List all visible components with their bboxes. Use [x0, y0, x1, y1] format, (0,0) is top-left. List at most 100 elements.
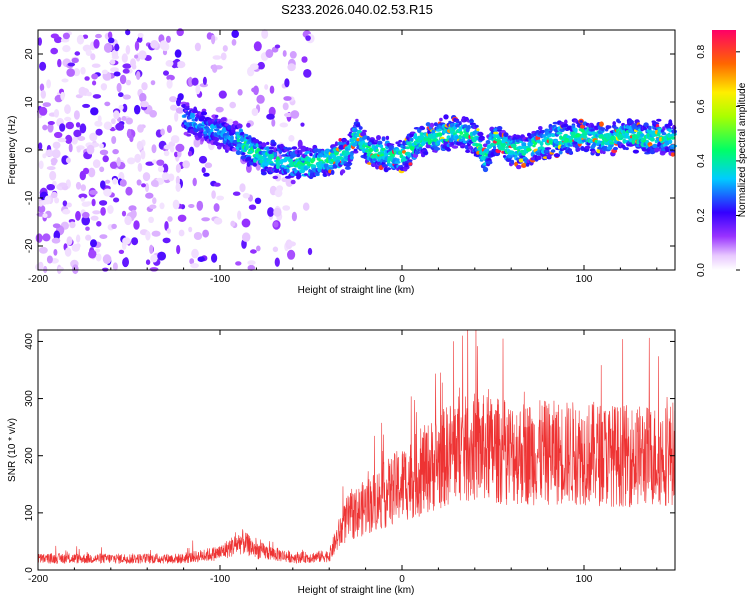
- spectrogram-cell: [101, 69, 108, 75]
- spectrogram-cell: [78, 193, 88, 199]
- spectrogram-ridge-cell: [386, 167, 392, 171]
- spectrogram-ridge-cell: [330, 169, 335, 175]
- spectrogram-cell: [261, 29, 269, 39]
- spectrogram-cell: [118, 249, 125, 254]
- spectrogram-cell: [91, 63, 101, 68]
- spectrogram-ridge-cell: [236, 138, 241, 143]
- spectrogram-ridge-cell: [358, 126, 363, 130]
- spectrogram-cell: [50, 191, 58, 199]
- spectrogram-ridge-cell: [606, 125, 612, 129]
- spectrogram-ridge-cell: [286, 168, 290, 173]
- spectrogram-ridge-cell: [467, 125, 471, 130]
- spectrogram-cell: [213, 182, 221, 187]
- spectrogram-cell: [192, 177, 197, 187]
- spectrogram-cell: [188, 204, 195, 208]
- spectrogram-cell: [291, 211, 297, 222]
- spectrogram-cell: [53, 249, 58, 256]
- spectrogram-cell: [202, 76, 207, 85]
- spectrogram-cell: [61, 78, 69, 83]
- spectrogram-ridge-cell: [375, 164, 379, 169]
- spectrogram-ridge-cell: [540, 129, 545, 134]
- snr-panel: -200 -100 0 100 0 100 200 300 400 Height of str…: [7, 329, 676, 596]
- spectrogram-cell: [206, 32, 213, 40]
- x-tick-label: -200: [28, 574, 48, 585]
- spectrogram-cell: [54, 131, 63, 139]
- spectrogram-cell: [248, 204, 257, 210]
- spectrogram-ridge-cell: [241, 152, 246, 156]
- spectrogram-cell: [145, 161, 154, 166]
- spectrogram-ridge-cell: [253, 139, 260, 144]
- spectrogram-ridge-cell: [269, 163, 276, 166]
- spectrogram-cell: [90, 53, 96, 61]
- spectrogram-cell: [96, 221, 102, 227]
- spectrogram-cell: [133, 220, 140, 230]
- spectrogram-cell: [178, 229, 185, 237]
- spectrogram-cell: [196, 200, 204, 211]
- spectrogram-ridge-cell: [582, 135, 588, 139]
- spectrogram-cell: [53, 109, 60, 118]
- spectrogram-cell: [134, 40, 140, 51]
- spectrogram-ridge-cell: [584, 145, 591, 150]
- colorbar-tick-label: 0.0: [696, 263, 707, 277]
- spectrogram-ridge-cell: [226, 130, 230, 136]
- spectrogram-cell: [97, 115, 102, 123]
- spectrogram-ridge-cell: [273, 152, 277, 158]
- spectrogram-cell: [137, 124, 144, 133]
- spectrogram-cell: [82, 211, 90, 219]
- spectrogram-ridge-cell: [429, 122, 435, 128]
- spectrogram-cell: [118, 92, 124, 98]
- spectrogram-cell: [46, 255, 53, 264]
- spectrogram-cell: [65, 157, 71, 164]
- spectrogram-cell: [121, 116, 127, 121]
- spectrogram-cell: [176, 61, 186, 69]
- spectrogram-cell: [47, 123, 54, 133]
- spectrogram-cell: [288, 135, 295, 142]
- spectrogram-cell: [76, 146, 81, 153]
- snr-frame: [37, 329, 676, 571]
- spectrogram-cell: [42, 124, 48, 131]
- spectrogram-ridge-cell: [459, 131, 464, 135]
- spectrogram-cell: [279, 122, 289, 128]
- spectrogram-cell: [211, 253, 218, 263]
- spectrogram-cell: [51, 161, 57, 166]
- spectrogram-cell: [251, 108, 259, 116]
- spectrogram-cell: [38, 142, 43, 151]
- spectrogram-cell: [274, 189, 283, 198]
- spectrogram-ridge-cell: [340, 169, 346, 174]
- spectrogram-ridge-cell: [455, 120, 460, 124]
- spectrogram-cell: [235, 261, 242, 266]
- spectrogram-ridge-cell: [564, 137, 571, 143]
- spectrogram-cell: [86, 144, 95, 155]
- spectrogram-cell: [88, 167, 96, 178]
- spectrogram-cell: [271, 119, 276, 127]
- spectrogram-cell: [104, 101, 111, 107]
- spectrogram-ridge-cell: [632, 149, 640, 154]
- spectrogram-cell: [102, 155, 109, 163]
- spectrogram-cell: [92, 94, 102, 99]
- spectrogram-cell: [38, 261, 44, 270]
- spectrogram-ridge-cell: [268, 146, 275, 150]
- spectrogram-cell: [82, 103, 91, 108]
- spectrogram-y-axis-label: Frequency (Hz): [7, 116, 18, 185]
- spectrogram-ridge-cell: [599, 121, 604, 127]
- spectrogram-ridge-cell: [451, 145, 459, 149]
- spectrogram-cell: [290, 110, 300, 119]
- colorbar-tick-label: 0.8: [696, 44, 707, 58]
- spectrogram-cell: [109, 59, 116, 65]
- spectrogram-ridge-cell: [468, 145, 473, 149]
- spectrogram-ridge-cell: [458, 128, 463, 132]
- spectrogram-cell: [176, 28, 184, 37]
- spectrogram-ridge-cell: [568, 150, 573, 155]
- spectrogram-cell: [253, 41, 262, 52]
- spectrogram-ridge-cell: [385, 135, 390, 140]
- spectrogram-cell: [170, 104, 178, 111]
- spectrogram-cell: [89, 132, 98, 142]
- spectrogram-cell: [174, 112, 179, 122]
- spectrogram-ridge-cell: [510, 159, 515, 164]
- spectrogram-cell: [188, 76, 193, 87]
- spectrogram-ridge-cell: [243, 133, 249, 137]
- spectrogram-cell: [150, 179, 159, 187]
- spectrogram-cell: [76, 34, 85, 45]
- spectrogram-cell: [137, 32, 144, 38]
- colorbar: 0.0 0.2 0.4 0.6 0.8 Normalized spectral ampl…: [696, 30, 748, 277]
